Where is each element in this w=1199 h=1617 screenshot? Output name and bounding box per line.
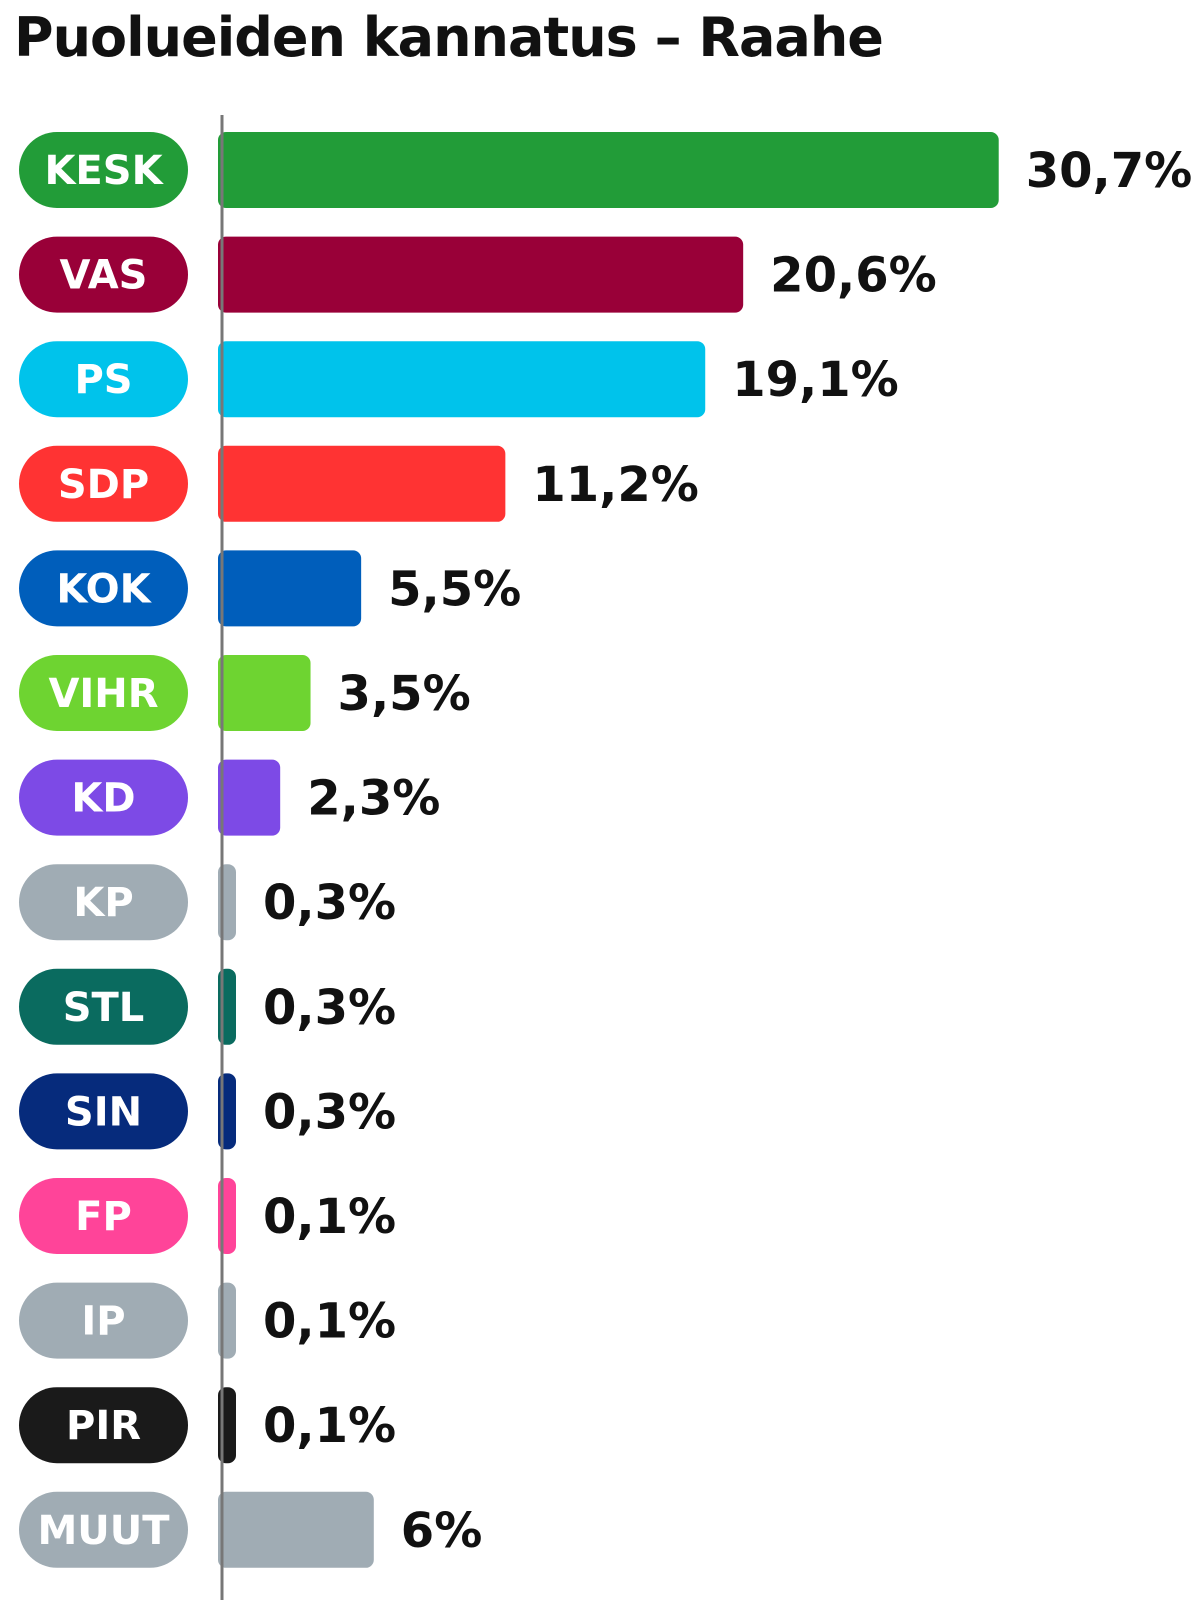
value-label-kok: 5,5% — [388, 561, 521, 617]
party-label-vas: VAS — [59, 253, 147, 299]
party-pill-stl — [19, 968, 188, 1045]
value-label-stl: 0,3% — [263, 980, 396, 1036]
party-label-vihr: VIHR — [48, 671, 158, 717]
party-label-stl: STL — [63, 985, 145, 1031]
party-label-ip: IP — [81, 1299, 125, 1345]
value-label-fp: 0,1% — [263, 1189, 396, 1245]
party-label-kp: KP — [73, 880, 133, 926]
party-pill-sin — [19, 1073, 188, 1150]
chart-title: Puolueiden kannatus – Raahe — [14, 6, 884, 69]
party-pill-kp — [19, 864, 188, 941]
value-label-sin: 0,3% — [263, 1084, 396, 1140]
value-label-ip: 0,1% — [263, 1294, 396, 1350]
value-label-vas: 20,6% — [770, 248, 937, 304]
party-label-kesk: KESK — [44, 148, 164, 194]
value-label-kd: 2,3% — [307, 771, 440, 827]
party-label-sdp: SDP — [58, 462, 149, 508]
party-pill-kok — [19, 550, 188, 627]
bar-ps — [218, 341, 706, 418]
party-pill-ip — [19, 1282, 188, 1359]
party-pill-vihr — [19, 655, 188, 731]
party-pill-muut — [19, 1491, 188, 1568]
party-pill-sdp — [19, 445, 188, 522]
party-label-ps: PS — [74, 357, 132, 403]
party-label-kok: KOK — [56, 566, 152, 612]
party-pill-fp — [19, 1178, 188, 1254]
bar-kesk — [218, 132, 999, 208]
bar-vas — [218, 236, 744, 313]
value-label-sdp: 11,2% — [532, 457, 699, 513]
party-label-muut: MUUT — [37, 1508, 170, 1554]
bar-kd — [218, 759, 281, 836]
value-label-muut: 6% — [401, 1503, 483, 1559]
party-pill-ps — [19, 341, 188, 418]
value-label-pir: 0,1% — [263, 1398, 396, 1454]
value-label-kesk: 30,7% — [1026, 143, 1193, 199]
party-pill-pir — [19, 1387, 188, 1464]
party-label-pir: PIR — [66, 1403, 141, 1449]
value-label-ps: 19,1% — [732, 352, 899, 408]
party-pill-kesk — [19, 132, 188, 208]
party-label-fp: FP — [75, 1194, 132, 1240]
value-label-vihr: 3,5% — [338, 666, 471, 722]
party-label-kd: KD — [71, 776, 135, 822]
party-pill-kd — [19, 759, 188, 836]
bar-muut — [218, 1491, 374, 1568]
party-pill-vas — [19, 236, 188, 313]
value-label-kp: 0,3% — [263, 875, 396, 931]
bar-vihr — [218, 655, 311, 731]
bar-kok — [218, 550, 362, 627]
party-label-sin: SIN — [65, 1089, 142, 1135]
bar-sdp — [218, 445, 506, 522]
